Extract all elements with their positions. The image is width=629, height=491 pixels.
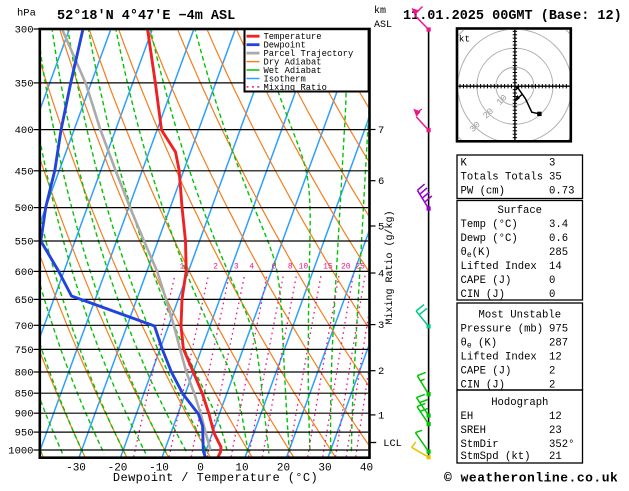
svg-text:Parcel Trajectory: Parcel Trajectory: [264, 49, 354, 59]
svg-text:1000: 1000: [8, 446, 33, 458]
svg-text:Most Unstable: Most Unstable: [478, 310, 561, 322]
svg-text:4: 4: [378, 269, 384, 281]
svg-text:10: 10: [235, 463, 248, 475]
svg-text:Dewpoint: Dewpoint: [264, 41, 306, 51]
svg-text:975: 975: [549, 324, 568, 336]
svg-text:287: 287: [549, 338, 568, 350]
svg-text:1: 1: [378, 410, 384, 422]
svg-text:12: 12: [549, 352, 562, 364]
svg-text:LCL: LCL: [383, 438, 402, 450]
svg-text:ASL: ASL: [374, 20, 392, 31]
svg-text:285: 285: [549, 247, 568, 259]
svg-text:0: 0: [549, 289, 555, 301]
svg-text:Mixing Ratio: Mixing Ratio: [264, 83, 327, 93]
svg-text:21: 21: [549, 451, 562, 463]
svg-text:20: 20: [277, 463, 290, 475]
svg-text:700: 700: [15, 321, 34, 333]
svg-text:14: 14: [549, 261, 562, 273]
svg-text:600: 600: [15, 267, 34, 279]
svg-text:35: 35: [549, 172, 562, 184]
svg-text:0: 0: [197, 463, 204, 475]
svg-text:750: 750: [15, 345, 34, 357]
svg-text:15: 15: [323, 263, 333, 272]
svg-text:8: 8: [288, 263, 293, 272]
svg-text:Surface: Surface: [498, 205, 543, 217]
svg-text:800: 800: [15, 368, 34, 380]
svg-text:5: 5: [378, 222, 384, 234]
svg-text:0.73: 0.73: [549, 186, 574, 198]
svg-text:-30: -30: [66, 463, 86, 475]
svg-text:Wet Adiabat: Wet Adiabat: [264, 66, 322, 76]
svg-text:500: 500: [15, 203, 34, 215]
svg-text:kt: kt: [459, 34, 470, 45]
svg-text:4: 4: [249, 263, 254, 272]
svg-text:© weatheronline.co.uk: © weatheronline.co.uk: [444, 471, 618, 486]
svg-text:350: 350: [15, 78, 34, 90]
svg-text:3: 3: [234, 263, 239, 272]
svg-text:-20: -20: [108, 463, 128, 475]
svg-text:Lifted Index: Lifted Index: [461, 352, 537, 364]
svg-text:300: 300: [15, 25, 34, 37]
svg-text:20: 20: [341, 263, 351, 272]
svg-text:CIN (J): CIN (J): [461, 380, 506, 392]
svg-text:Dewpoint / Temperature (°C): Dewpoint / Temperature (°C): [113, 471, 318, 485]
svg-text:10: 10: [299, 263, 309, 272]
svg-text:Mixing Ratio (g/kg): Mixing Ratio (g/kg): [384, 210, 396, 324]
svg-text:400: 400: [15, 125, 34, 137]
svg-text:25: 25: [355, 263, 365, 272]
svg-text:550: 550: [15, 237, 34, 249]
svg-text:-10: -10: [149, 463, 169, 475]
svg-text:PW (cm): PW (cm): [461, 186, 506, 198]
svg-text:2: 2: [549, 366, 555, 378]
svg-text:km: km: [374, 5, 386, 17]
svg-text:2: 2: [549, 380, 555, 392]
svg-text:StmSpd (kt): StmSpd (kt): [461, 451, 531, 463]
svg-text:SREH: SREH: [461, 425, 486, 437]
svg-text:θe(K): θe(K): [461, 247, 491, 260]
svg-text:CAPE (J): CAPE (J): [461, 275, 512, 287]
svg-text:7: 7: [378, 125, 384, 137]
svg-text:Lifted Index: Lifted Index: [461, 261, 537, 273]
svg-text:52°18'N 4°47'E −4m ASL: 52°18'N 4°47'E −4m ASL: [57, 9, 235, 24]
svg-text:Dry Adiabat: Dry Adiabat: [264, 58, 322, 68]
svg-text:3: 3: [378, 320, 384, 332]
svg-text:30: 30: [318, 463, 331, 475]
svg-text:900: 900: [15, 409, 34, 421]
svg-text:450: 450: [15, 166, 34, 178]
svg-text:6: 6: [271, 263, 276, 272]
svg-text:2: 2: [213, 263, 218, 272]
svg-text:StmDir: StmDir: [461, 439, 499, 451]
svg-text:352°: 352°: [549, 439, 574, 451]
svg-text:θe (K): θe (K): [461, 338, 498, 351]
svg-text:650: 650: [15, 295, 34, 307]
svg-text:12: 12: [549, 411, 562, 423]
svg-text:EH: EH: [461, 411, 474, 423]
svg-text:11.01.2025 00GMT (Base: 12): 11.01.2025 00GMT (Base: 12): [403, 9, 622, 24]
svg-text:0.6: 0.6: [549, 233, 568, 245]
svg-text:hPa: hPa: [17, 8, 36, 20]
svg-text:Isotherm: Isotherm: [264, 75, 306, 85]
svg-text:Hodograph: Hodograph: [491, 397, 548, 409]
svg-text:Totals Totals: Totals Totals: [461, 172, 544, 184]
svg-text:Pressure (mb): Pressure (mb): [461, 324, 544, 336]
svg-text:Temperature: Temperature: [264, 32, 322, 42]
svg-text:950: 950: [15, 428, 34, 440]
svg-text:6: 6: [378, 176, 384, 188]
svg-text:3: 3: [549, 158, 555, 170]
svg-text:CAPE (J): CAPE (J): [461, 366, 512, 378]
svg-text:1: 1: [179, 263, 184, 272]
svg-text:K: K: [461, 158, 468, 170]
svg-text:0: 0: [549, 275, 555, 287]
svg-text:23: 23: [549, 425, 562, 437]
svg-text:CIN (J): CIN (J): [461, 289, 506, 301]
svg-text:850: 850: [15, 389, 34, 401]
svg-text:40: 40: [360, 463, 373, 475]
svg-text:2: 2: [378, 366, 384, 378]
svg-text:Dewp (°C): Dewp (°C): [461, 233, 518, 245]
svg-text:Temp (°C): Temp (°C): [461, 219, 518, 231]
svg-text:3.4: 3.4: [549, 219, 568, 231]
